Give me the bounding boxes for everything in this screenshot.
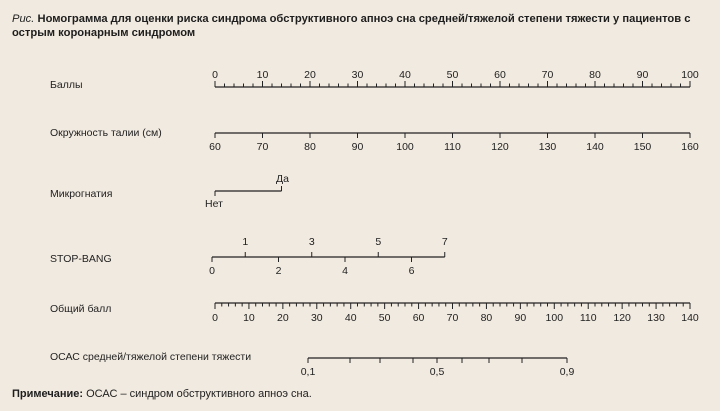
tick-label-total: 20	[277, 312, 289, 324]
tick-label-waist: 160	[681, 141, 699, 153]
row-label-micrognathia: Микрогнатия	[50, 188, 112, 200]
tick-label-total: 110	[580, 312, 597, 324]
tick-label-waist: 80	[304, 141, 316, 153]
tick-label-points: 20	[304, 69, 316, 81]
row-label-risk: ОСАС средней/тяжелой степени тяжести	[50, 351, 251, 363]
tick-label-points: 0	[212, 69, 218, 81]
footnote-label: Примечание:	[12, 388, 84, 400]
tick-label-total: 10	[243, 312, 255, 324]
row-label-total: Общий балл	[50, 303, 111, 315]
category-label-yes: Да	[276, 173, 289, 185]
tick-label-total: 60	[413, 312, 425, 324]
category-label-no: Нет	[205, 198, 223, 210]
tick-label-total: 120	[613, 312, 631, 324]
tick-label-waist: 60	[209, 141, 221, 153]
tick-label-stopbang: 2	[276, 265, 282, 277]
tick-label-risk: 0,9	[560, 366, 575, 378]
row-label-points: Баллы	[50, 79, 83, 91]
tick-label-waist: 110	[444, 141, 461, 153]
tick-label-total: 0	[212, 312, 218, 324]
footnote: Примечание: ОСАС – синдром обструктивног…	[12, 388, 312, 400]
tick-label-waist: 90	[352, 141, 364, 153]
tick-label-total: 140	[681, 312, 699, 324]
tick-label-stopbang: 0	[209, 265, 215, 277]
tick-label-total: 30	[311, 312, 323, 324]
tick-label-risk: 0,1	[301, 366, 316, 378]
row-label-waist: Окружность талии (см)	[50, 127, 162, 139]
tick-label-waist: 70	[257, 141, 269, 153]
tick-label-stopbang: 6	[409, 265, 415, 277]
tick-label-risk: 0,5	[430, 366, 445, 378]
tick-label-stopbang: 7	[442, 236, 448, 248]
tick-label-waist: 130	[539, 141, 557, 153]
tick-label-stopbang: 5	[375, 236, 381, 248]
tick-label-points: 30	[352, 69, 364, 81]
caption-prefix: Рис.	[12, 13, 35, 25]
tick-label-waist: 120	[491, 141, 509, 153]
tick-label-points: 90	[637, 69, 649, 81]
tick-label-points: 80	[589, 69, 601, 81]
tick-label-points: 10	[257, 69, 269, 81]
tick-label-total: 80	[481, 312, 493, 324]
tick-label-points: 60	[494, 69, 506, 81]
tick-label-points: 40	[399, 69, 411, 81]
tick-label-stopbang: 1	[242, 236, 248, 248]
tick-label-waist: 150	[634, 141, 652, 153]
tick-label-waist: 140	[586, 141, 604, 153]
tick-label-total: 90	[515, 312, 527, 324]
footnote-text: ОСАС – синдром обструктивного апноэ сна.	[86, 388, 312, 400]
tick-label-points: 50	[447, 69, 459, 81]
tick-label-total: 70	[447, 312, 459, 324]
tick-label-stopbang: 4	[342, 265, 348, 277]
tick-label-points: 70	[542, 69, 554, 81]
tick-label-waist: 100	[396, 141, 414, 153]
tick-label-total: 50	[379, 312, 391, 324]
tick-label-total: 100	[546, 312, 564, 324]
tick-label-total: 40	[345, 312, 357, 324]
tick-label-total: 130	[647, 312, 665, 324]
tick-label-stopbang: 3	[309, 236, 315, 248]
caption-title: Номограмма для оценки риска синдрома обс…	[12, 13, 691, 39]
tick-label-points: 100	[681, 69, 699, 81]
figure-caption: Рис. Номограмма для оценки риска синдром…	[12, 12, 712, 40]
row-label-stopbang: STOP-BANG	[50, 253, 112, 265]
